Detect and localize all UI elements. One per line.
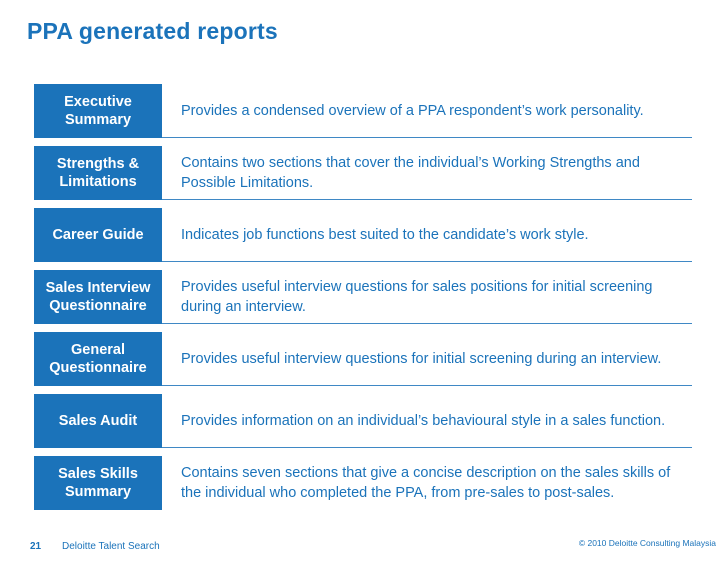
- report-row-sales-audit: Sales Audit Provides information on an i…: [34, 394, 692, 448]
- report-description: Contains seven sections that give a conc…: [181, 465, 671, 501]
- page-title: PPA generated reports: [27, 18, 278, 44]
- report-label: Strengths & Limitations: [34, 146, 162, 200]
- report-label: Executive Summary: [34, 84, 162, 138]
- report-row-career-guide: Career Guide Indicates job functions bes…: [34, 208, 692, 262]
- report-description: Contains two sections that cover the ind…: [181, 155, 640, 191]
- report-row-executive-summary: Executive Summary Provides a condensed o…: [34, 84, 692, 138]
- report-label: Sales Audit: [34, 394, 162, 448]
- report-row-general-questionnaire: General Questionnaire Provides useful in…: [34, 332, 692, 386]
- footer-copyright: © 2010 Deloitte Consulting Malaysia: [578, 538, 716, 548]
- report-label: Sales Interview Questionnaire: [34, 270, 162, 324]
- report-label: Career Guide: [34, 208, 162, 262]
- report-description: Provides useful interview questions for …: [181, 351, 662, 367]
- report-row-sales-interview-questionnaire: Sales Interview Questionnaire Provides u…: [34, 270, 692, 324]
- footer: 21 Deloitte Talent Search © 2010 Deloitt…: [0, 533, 728, 563]
- report-label: Sales Skills Summary: [34, 456, 162, 510]
- footer-source-text: Deloitte Talent Search: [62, 541, 160, 552]
- report-row-sales-skills-summary: Sales Skills Summary Contains seven sect…: [34, 456, 692, 510]
- page-number: 21: [30, 541, 42, 552]
- report-description: Indicates job functions best suited to t…: [181, 227, 589, 243]
- report-description: Provides a condensed overview of a PPA r…: [181, 103, 644, 119]
- report-description: Provides useful interview questions for …: [181, 279, 653, 315]
- report-description: Provides information on an individual’s …: [181, 413, 666, 429]
- report-row-strengths-limitations: Strengths & Limitations Contains two sec…: [34, 146, 692, 200]
- reports-table: Executive Summary Provides a condensed o…: [34, 84, 692, 518]
- report-label: General Questionnaire: [34, 332, 162, 386]
